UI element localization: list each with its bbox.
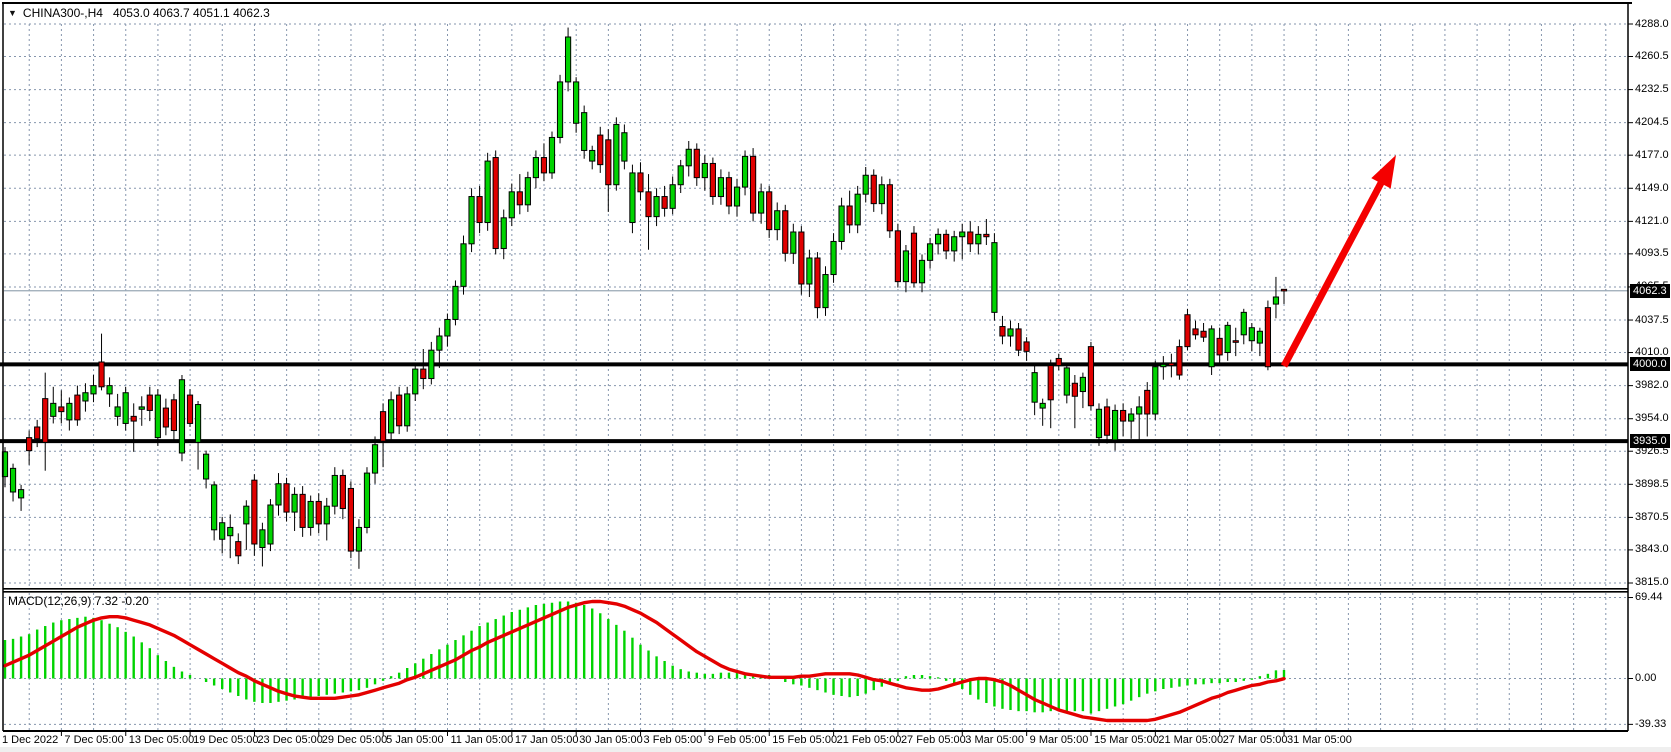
grid-layer — [4, 23, 1628, 730]
price-axis-label: 4093.5 — [1635, 247, 1669, 260]
dropdown-triangle-icon: ▼ — [8, 8, 17, 18]
time-axis-label: 5 Jan 05:00 — [386, 734, 444, 746]
price-axis-label: 4037.5 — [1635, 313, 1669, 326]
price-axis-label: 3870.5 — [1635, 510, 1669, 523]
price-axis-label: 4204.5 — [1635, 116, 1669, 129]
price-axis-label: 3982.0 — [1635, 379, 1669, 392]
macd-indicator-label: MACD(12,26,9) 7.32 -0.20 — [8, 594, 149, 608]
resistance-price-tag: 4000.0 — [1630, 357, 1670, 372]
macd-axis-label: 0.00 — [1635, 672, 1657, 684]
time-axis-label: 11 Jan 05:00 — [450, 734, 514, 746]
price-axis-label: 3815.0 — [1635, 576, 1669, 589]
macd-axis-label: 69.44 — [1635, 591, 1663, 604]
time-axis-label: 3 Feb 05:00 — [643, 734, 703, 746]
price-axis-label: 4260.5 — [1635, 49, 1669, 62]
price-axis-label: 4121.0 — [1635, 214, 1669, 227]
time-axis-label: 27 Feb 05:00 — [900, 734, 966, 746]
trend-arrow[interactable] — [1280, 155, 1396, 368]
chart-title-bar: ▼ CHINA300-,H4 4053.0 4063.7 4051.1 4062.3 — [8, 6, 270, 20]
current-price-tag: 4062.3 — [1630, 283, 1670, 298]
price-axis-label: 4149.0 — [1635, 181, 1669, 194]
price-axis-label: 3843.0 — [1635, 543, 1669, 556]
time-axis-label: 27 Mar 05:00 — [1222, 734, 1288, 746]
chart-symbol-timeframe: CHINA300-,H4 — [22, 6, 103, 20]
time-axis-label: 31 Mar 05:00 — [1287, 734, 1352, 746]
time-axis-label: 17 Jan 05:00 — [514, 734, 579, 746]
time-axis-label: 1 Dec 2022 — [2, 734, 59, 746]
time-axis-label: 13 Dec 05:00 — [128, 734, 195, 746]
axis-ticks — [60, 23, 1633, 736]
time-axis-label: 7 Dec 05:00 — [64, 734, 124, 746]
macd-axis-label: -39.33 — [1635, 717, 1667, 730]
price-axis-label: 4177.0 — [1635, 148, 1669, 161]
time-axis-label: 9 Feb 05:00 — [707, 734, 767, 746]
macd-histogram — [3, 601, 1286, 714]
time-axis-label: 3 Mar 05:00 — [965, 734, 1024, 746]
candles-layer — [1, 27, 1288, 569]
support-price-tag: 3935.0 — [1630, 434, 1670, 449]
price-axis-label: 3954.0 — [1635, 412, 1669, 425]
time-axis-label: 19 Dec 05:00 — [193, 734, 259, 746]
chart-frame — [2, 2, 1632, 732]
price-axis-label: 4288.0 — [1635, 17, 1669, 30]
macd-signal-value: -0.20 — [121, 594, 149, 608]
time-axis-label: 21 Mar 05:00 — [1158, 734, 1224, 746]
time-axis-label: 30 Jan 05:00 — [579, 734, 643, 746]
time-axis-label: 15 Feb 05:00 — [772, 734, 838, 746]
price-axis-label: 3898.5 — [1635, 477, 1669, 490]
macd-label-text: MACD(12,26,9) — [8, 594, 92, 608]
time-axis-label: 9 Mar 05:00 — [1029, 734, 1089, 746]
price-axis-label: 4232.5 — [1635, 83, 1669, 96]
window-bottom-strip — [0, 747, 1671, 752]
macd-main-value: 7.32 — [94, 594, 119, 608]
macd-signal-line — [3, 599, 1286, 723]
time-axis-label: 29 Dec 05:00 — [321, 734, 388, 746]
chart-ohlc-values: 4053.0 4063.7 4051.1 4062.3 — [112, 6, 270, 20]
time-axis-label: 15 Mar 05:00 — [1094, 734, 1159, 746]
time-axis-label: 23 Dec 05:00 — [257, 734, 323, 746]
time-axis-label: 21 Feb 05:00 — [836, 734, 902, 746]
price-axis-label: 4010.0 — [1635, 346, 1669, 359]
